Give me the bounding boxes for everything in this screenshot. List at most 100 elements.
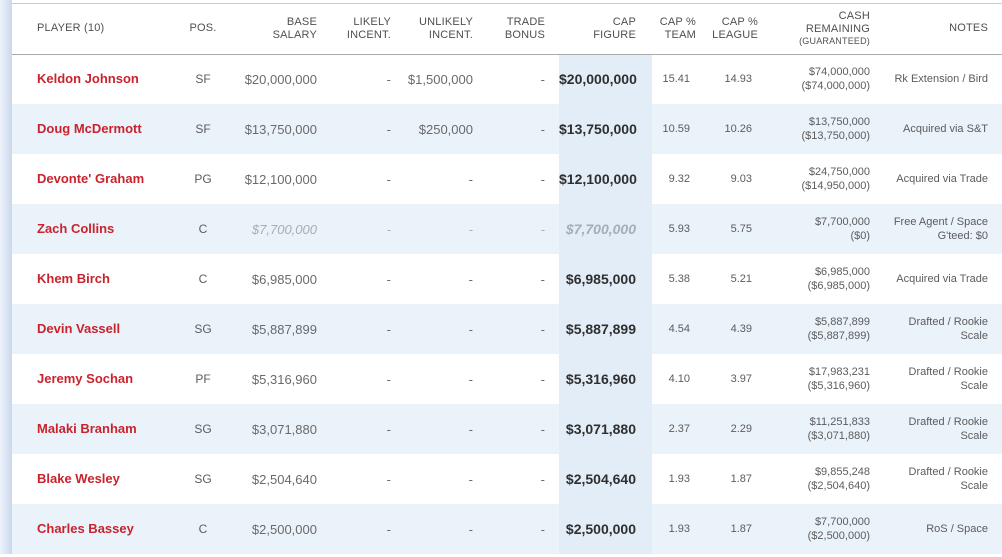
likely-incent-cell: - — [386, 71, 391, 87]
cash-guaranteed: ($0) — [850, 230, 870, 242]
player-cell: Devonte' Graham — [12, 154, 177, 204]
cap-figure-cell: $20,000,000 — [559, 54, 652, 104]
player-link[interactable]: Devonte' Graham — [37, 171, 145, 186]
player-link[interactable]: Jeremy Sochan — [37, 371, 134, 386]
unlikely-incent-cell: - — [405, 404, 487, 454]
table-row: Zach Collins C $7,700,000 - - - $7,700,0… — [12, 204, 1002, 254]
table-row: Khem Birch C $6,985,000 - - - $6,985,000… — [12, 254, 1002, 304]
notes-cell: Acquired via Trade — [880, 154, 1002, 204]
note-line: Rk Extension / Bird — [894, 73, 988, 86]
player-link[interactable]: Khem Birch — [37, 271, 110, 286]
player-link[interactable]: Blake Wesley — [37, 471, 120, 486]
cap-pct-league-cell: 4.39 — [708, 304, 770, 354]
col-header-line: CASH — [838, 10, 870, 23]
player-link[interactable]: Charles Bassey — [37, 521, 134, 536]
cash-remaining-cell: $11,251,833 ($3,071,880) — [770, 404, 880, 454]
table-row: Devin Vassell SG $5,887,899 - - - $5,887… — [12, 304, 1002, 354]
player-cell: Keldon Johnson — [12, 54, 177, 104]
cap-figure-cell: $6,985,000 — [559, 254, 652, 304]
player-cell: Charles Bassey — [12, 504, 177, 554]
col-header-line: SALARY — [272, 28, 317, 41]
col-header-line: REMAINING — [805, 23, 870, 36]
note-line: Acquired via S&T — [903, 123, 988, 135]
col-header-trade-bonus: TRADE BONUS — [487, 4, 559, 55]
cap-figure-cell: $13,750,000 — [559, 104, 652, 154]
base-salary-cell: $3,071,880 — [229, 404, 331, 454]
likely-incent-cell: - — [331, 504, 405, 554]
trade-bonus-cell: - — [540, 371, 545, 387]
cap-pct-league-cell: 2.29 — [708, 404, 770, 454]
cash-guaranteed: ($2,504,640) — [807, 480, 870, 492]
likely-incent-cell: - — [386, 371, 391, 387]
player-link[interactable]: Zach Collins — [37, 221, 115, 236]
trade-bonus-cell: - — [540, 171, 545, 187]
unlikely-incent-cell: - — [405, 204, 487, 254]
cap-figure-cell: $5,316,960 — [559, 354, 652, 404]
player-link[interactable]: Keldon Johnson — [37, 71, 139, 87]
player-cell: Blake Wesley — [12, 454, 177, 504]
note-line: Acquired via Trade — [896, 173, 988, 185]
pos-cell: SF — [195, 72, 211, 87]
cash-guaranteed: ($74,000,000) — [801, 80, 871, 93]
trade-bonus-cell: - — [540, 271, 545, 287]
note-line: Drafted / Rookie Scale — [908, 416, 988, 442]
trade-bonus-cell: - — [487, 404, 559, 454]
cap-pct-team-cell: 4.54 — [652, 304, 708, 354]
trade-bonus-cell: - — [540, 471, 545, 487]
cap-figure-cell: $12,100,000 — [559, 154, 652, 204]
player-cell: Malaki Branham — [12, 404, 177, 454]
cap-pct-team-cell: 10.59 — [652, 104, 708, 154]
player-link[interactable]: Doug McDermott — [37, 121, 142, 136]
cash-guaranteed: ($2,500,000) — [807, 530, 870, 542]
trade-bonus-cell: - — [487, 204, 559, 254]
col-header-likely-incent: LIKELY INCENT. — [331, 4, 405, 55]
cash-guaranteed: ($6,985,000) — [807, 280, 870, 292]
base-salary-cell: $7,700,000 — [229, 204, 331, 254]
unlikely-incent-cell: - — [468, 371, 473, 387]
notes-cell: Acquired via Trade — [880, 254, 1002, 304]
player-cell: Doug McDermott — [12, 104, 177, 154]
col-header-line: FIGURE — [593, 28, 636, 41]
notes-cell: RoS / Space — [880, 504, 1002, 554]
col-header-cash-remaining: CASH REMAINING (GUARANTEED) — [770, 4, 880, 55]
base-salary-cell: $2,500,000 — [229, 504, 331, 554]
note-line: Free Agent / Space — [893, 216, 988, 228]
base-salary-cell: $12,100,000 — [244, 171, 317, 187]
likely-incent-cell: - — [331, 304, 405, 354]
table-row: Blake Wesley SG $2,504,640 - - - $2,504,… — [12, 454, 1002, 504]
col-header-unlikely-incent: UNLIKELY INCENT. — [405, 4, 487, 55]
table-header: PLAYER (10) POS. BASE SALARY LIKELY INCE… — [12, 4, 1002, 55]
notes-cell: Drafted / Rookie Scale — [880, 454, 1002, 504]
col-header-subline: (GUARANTEED) — [799, 36, 870, 47]
salary-cap-table-wrap: PLAYER (10) POS. BASE SALARY LIKELY INCE… — [12, 3, 1002, 554]
cap-pct-team-cell: 1.93 — [652, 504, 708, 554]
cap-pct-team-cell: 1.93 — [668, 473, 690, 485]
table-row: Jeremy Sochan PF $5,316,960 - - - $5,316… — [12, 354, 1002, 404]
unlikely-incent-cell: - — [405, 304, 487, 354]
col-header-line: TEAM — [664, 28, 696, 41]
player-link[interactable]: Malaki Branham — [37, 421, 137, 436]
cash-guaranteed: ($5,316,960) — [807, 380, 870, 392]
trade-bonus-cell: - — [487, 104, 559, 154]
table-row: Keldon Johnson SF $20,000,000 - $1,500,0… — [12, 54, 1002, 104]
player-link[interactable]: Devin Vassell — [37, 321, 121, 336]
col-header-line: UNLIKELY — [419, 15, 473, 28]
cap-pct-league-cell: 14.93 — [724, 73, 752, 86]
pos-cell: SF — [177, 104, 229, 154]
pos-cell: SG — [177, 304, 229, 354]
cash-total: $74,000,000 — [808, 66, 870, 79]
notes-cell: Acquired via S&T — [880, 104, 1002, 154]
col-header-player-label: PLAYER (10) — [37, 22, 105, 35]
col-header-cap-pct-team: CAP % TEAM — [652, 4, 708, 55]
cash-guaranteed: ($14,950,000) — [801, 180, 871, 192]
likely-incent-cell: - — [386, 271, 391, 287]
trade-bonus-cell: - — [487, 504, 559, 554]
pos-cell: C — [177, 504, 229, 554]
col-header-player: PLAYER (10) — [12, 4, 177, 55]
pos-cell: C — [177, 204, 229, 254]
pos-cell: C — [198, 272, 208, 286]
base-salary-cell: $5,887,899 — [229, 304, 331, 354]
cash-total: $9,855,248 — [814, 466, 870, 478]
col-header-cap-pct-league: CAP % LEAGUE — [708, 4, 770, 55]
note-line: Drafted / Rookie Scale — [908, 366, 988, 392]
